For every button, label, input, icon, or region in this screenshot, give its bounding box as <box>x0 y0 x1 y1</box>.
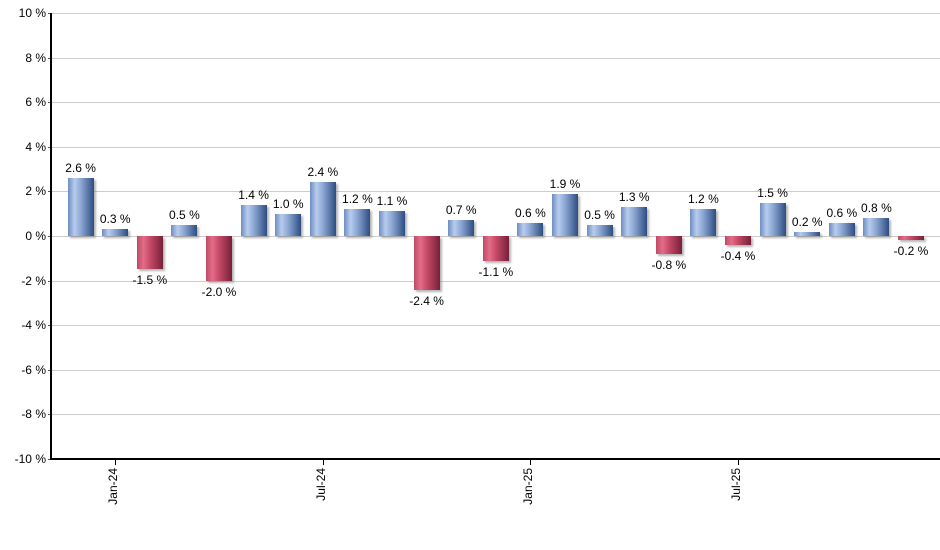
bar-positive <box>863 218 890 236</box>
x-axis-tick <box>322 458 324 465</box>
y-axis-tick-label: 2 % <box>25 184 46 199</box>
bar-positive <box>621 207 648 236</box>
gridline <box>52 414 940 416</box>
x-axis <box>50 458 940 460</box>
x-axis-tick <box>530 458 532 465</box>
x-axis-tick-label: Jan-24 <box>106 468 121 505</box>
bar-positive <box>759 202 786 236</box>
bar-positive <box>275 213 302 236</box>
bar-negative <box>482 236 509 261</box>
bar-negative <box>413 236 440 290</box>
gridline <box>52 57 940 59</box>
bar-value-label: -2.4 % <box>409 293 444 308</box>
bar-value-label: 1.2 % <box>688 192 719 207</box>
bar-value-label: -0.4 % <box>720 248 756 263</box>
bar-value-label: -1.5 % <box>132 273 168 288</box>
gridline <box>52 102 940 104</box>
bar-value-label: 0.2 % <box>791 214 823 229</box>
bar-negative <box>655 236 682 254</box>
x-axis-tick <box>115 458 117 465</box>
bar-positive <box>171 224 198 236</box>
bar-value-label: 1.4 % <box>238 187 269 202</box>
y-axis-tick-label: -10 % <box>14 452 46 466</box>
x-axis-tick-label: Jul-25 <box>729 468 743 501</box>
x-axis-tick-label: Jul-24 <box>313 468 328 501</box>
y-axis-tick-label: 0 % <box>25 229 46 243</box>
bar-value-label: -2.0 % <box>201 284 237 299</box>
x-axis-tick <box>738 458 739 465</box>
bar-positive <box>102 229 129 236</box>
bar-value-label: 1.0 % <box>272 196 304 211</box>
gridline <box>52 191 940 193</box>
bar-value-label: 1.1 % <box>376 194 408 209</box>
gridline <box>52 325 940 327</box>
y-axis-tick-label: -4 % <box>21 318 46 333</box>
bar-negative <box>136 236 163 270</box>
y-axis-tick-label: -8 % <box>21 407 46 422</box>
bar-value-label: 0.7 % <box>445 203 477 218</box>
x-axis-tick-label: Jan-25 <box>521 468 536 505</box>
bar-negative <box>725 236 751 245</box>
bar-value-label: 0.6 % <box>515 205 546 220</box>
bar-positive <box>344 209 371 236</box>
bar-positive <box>448 220 475 236</box>
y-axis-tick-label: -6 % <box>21 362 46 377</box>
bar-positive <box>309 182 336 236</box>
gridline <box>52 13 940 14</box>
y-axis-tick-label: 8 % <box>25 50 46 65</box>
bar-value-label: 1.2 % <box>342 192 373 207</box>
gridline <box>52 280 940 282</box>
bar-positive <box>67 178 94 236</box>
y-axis-tick-label: 4 % <box>25 139 46 154</box>
bar-value-label: 2.4 % <box>307 165 339 180</box>
y-axis-tick-label: 6 % <box>25 95 46 110</box>
y-axis-tick-label: -2 % <box>21 273 46 288</box>
bar-value-label: 0.5 % <box>584 207 615 222</box>
bar-value-label: 1.5 % <box>757 185 788 200</box>
bar-positive <box>586 224 613 236</box>
gridline <box>52 369 940 371</box>
bar-positive <box>379 211 405 236</box>
bar-positive <box>794 231 821 236</box>
bar-value-label: 1.3 % <box>618 190 650 204</box>
gridline <box>52 146 940 148</box>
bar-value-label: 0.6 % <box>826 205 858 220</box>
bar-value-label: 2.6 % <box>65 161 96 176</box>
bar-positive <box>552 193 578 236</box>
bar-positive <box>690 209 717 236</box>
bar-value-label: 0.5 % <box>169 207 200 222</box>
bar-negative <box>206 236 232 281</box>
bar-value-label: -0.2 % <box>893 244 929 259</box>
bar-value-label: 0.8 % <box>861 201 892 216</box>
y-axis <box>50 13 52 459</box>
y-axis-tick-label: 10 % <box>18 6 46 20</box>
bar-negative <box>898 236 924 241</box>
bar-value-label: -0.8 % <box>651 257 687 272</box>
bar-positive <box>240 204 267 236</box>
bar-positive <box>517 222 544 236</box>
bar-value-label: 1.9 % <box>549 176 581 191</box>
bar-positive <box>828 222 855 236</box>
bar-value-label: -1.1 % <box>478 264 514 279</box>
bar-value-label: 0.3 % <box>99 212 131 227</box>
